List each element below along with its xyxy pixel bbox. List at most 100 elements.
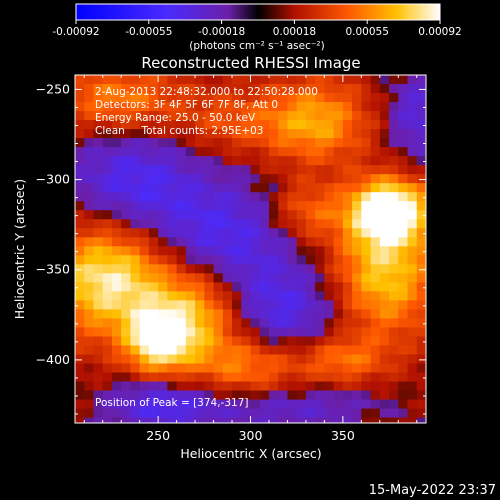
heatmap-cell [185, 264, 196, 274]
heatmap-cell [389, 417, 399, 423]
heatmap-cell [222, 192, 233, 202]
heatmap-cell [176, 300, 187, 311]
heatmap-cell [324, 246, 335, 256]
heatmap-cell [352, 381, 362, 392]
heatmap-cell [232, 138, 242, 148]
heatmap-cell [232, 102, 242, 112]
heatmap-cell [176, 165, 187, 175]
heatmap-cell [398, 390, 409, 401]
heatmap-cell [305, 129, 316, 139]
heatmap-cell [139, 111, 150, 121]
heatmap-cell [333, 174, 344, 184]
heatmap-cell [185, 336, 196, 347]
heatmap-cell [93, 345, 104, 356]
heatmap-cell [278, 327, 289, 338]
heatmap-cell [176, 174, 187, 184]
heatmap-cell [379, 246, 390, 256]
heatmap-cell [204, 147, 215, 157]
heatmap-cell [370, 309, 381, 320]
heatmap-cell [259, 111, 270, 121]
heatmap-cell [84, 192, 95, 202]
heatmap-cell [130, 372, 141, 383]
heatmap-cell [213, 345, 224, 356]
heatmap-cell [93, 165, 104, 175]
heatmap-cell [370, 354, 381, 365]
heatmap-cell [148, 345, 159, 356]
heatmap-cell [204, 165, 215, 175]
heatmap-cell [121, 147, 132, 157]
heatmap-cell [416, 363, 426, 374]
heatmap-cell [121, 174, 132, 184]
heatmap-cell [278, 390, 289, 401]
heatmap-cell [121, 84, 132, 94]
heatmap-cell [379, 327, 390, 338]
heatmap-cell [102, 165, 113, 175]
heatmap-cell [342, 219, 353, 229]
heatmap-cell [361, 201, 372, 211]
heatmap-cell [352, 165, 362, 175]
heatmap-cell [416, 111, 426, 121]
heatmap-cell [361, 264, 372, 274]
heatmap-cell [84, 210, 95, 220]
heatmap-cell [315, 318, 325, 329]
heatmap-cell [315, 210, 325, 220]
heatmap-cell [268, 345, 279, 356]
heatmap-cell [250, 201, 261, 211]
heatmap-cell [130, 102, 141, 112]
heatmap-cell [130, 390, 141, 401]
heatmap-cell [426, 246, 436, 256]
heatmap-cell [389, 201, 399, 211]
heatmap-cell [111, 102, 122, 112]
heatmap-cell [121, 228, 132, 238]
heatmap-cell [121, 372, 132, 383]
heatmap-cell [75, 390, 85, 401]
heatmap-cell [130, 363, 141, 374]
heatmap-cell [158, 237, 168, 247]
heatmap-cell [315, 336, 325, 347]
heatmap-cell [232, 192, 242, 202]
heatmap-cell [176, 138, 187, 148]
heatmap-cell [121, 129, 132, 139]
heatmap-cell [426, 165, 436, 175]
heatmap-cell [296, 75, 307, 85]
heatmap-cell [379, 102, 390, 112]
heatmap-cell [130, 219, 141, 229]
heatmap-cell [407, 174, 418, 184]
heatmap-cell [306, 427, 316, 437]
heatmap-cell [130, 381, 141, 392]
heatmap-cell [75, 102, 85, 112]
heatmap-cell [324, 210, 335, 220]
heatmap-cell [93, 408, 104, 419]
heatmap-cell [250, 327, 261, 338]
heatmap-cell [213, 264, 224, 274]
heatmap-cell [204, 210, 215, 220]
heatmap-cell [370, 156, 381, 166]
heatmap-cell [407, 399, 418, 410]
heatmap-cell [84, 273, 95, 283]
heatmap-cell [185, 291, 196, 301]
heatmap-cell [130, 138, 141, 148]
heatmap-cell [148, 165, 159, 175]
heatmap-cell [315, 192, 325, 202]
heatmap-cell [204, 372, 215, 383]
heatmap-cell [398, 192, 409, 202]
heatmap-cell [426, 120, 436, 130]
heatmap-cell [111, 120, 122, 130]
heatmap-cell [296, 291, 307, 301]
heatmap-cell [259, 390, 270, 401]
heatmap-cell [84, 93, 95, 103]
heatmap-cell [389, 246, 399, 256]
heatmap-cell [148, 138, 159, 148]
heatmap-cell [315, 255, 325, 265]
heatmap-cell [259, 147, 270, 157]
heatmap-cell [361, 427, 371, 437]
heatmap-cell [370, 84, 381, 94]
heatmap-cell [324, 336, 335, 347]
heatmap-cell [167, 399, 178, 410]
heatmap-cell [111, 174, 122, 184]
heatmap-cell [250, 210, 261, 220]
heatmap-cell [167, 156, 178, 166]
heatmap-cell [195, 300, 205, 311]
heatmap-cell [121, 427, 131, 437]
heatmap-cell [416, 381, 426, 392]
